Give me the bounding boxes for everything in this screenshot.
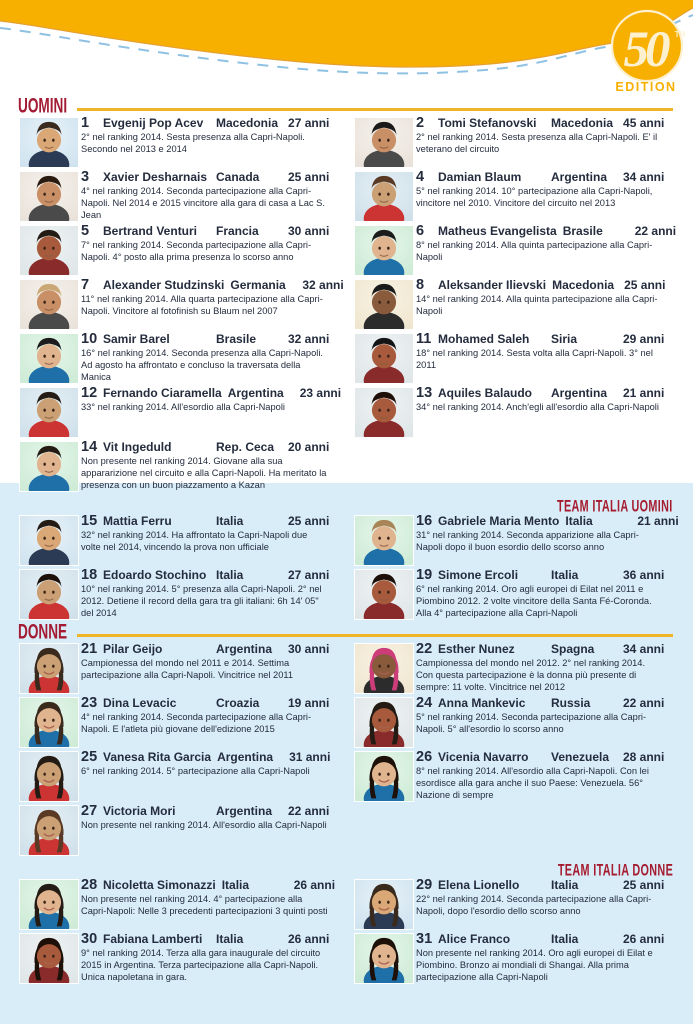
svg-text:50: 50 — [624, 22, 671, 78]
svg-text:TH: TH — [675, 30, 686, 39]
